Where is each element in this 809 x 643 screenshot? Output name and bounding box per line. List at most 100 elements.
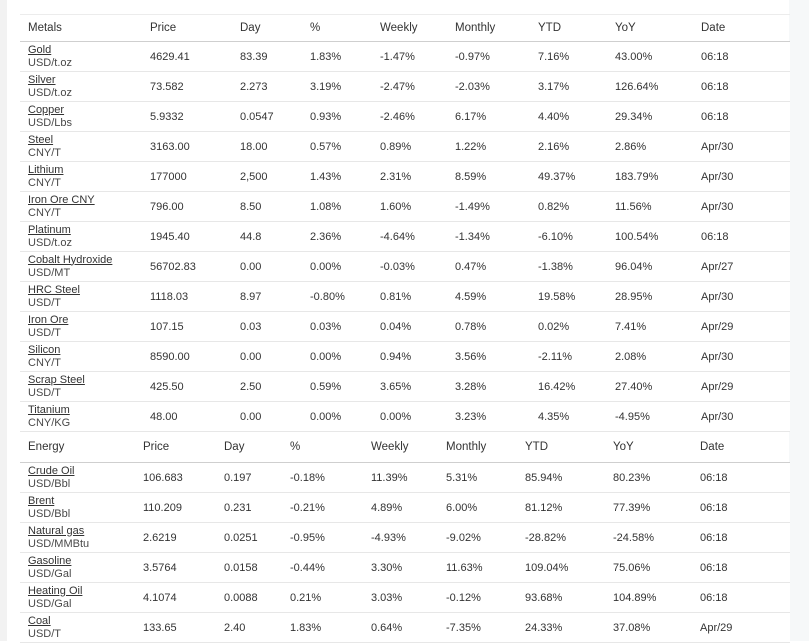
monthly-cell: 6.17% <box>447 101 530 132</box>
commodity-link[interactable]: Brent <box>28 494 55 507</box>
yoy-cell: 104.89% <box>605 582 692 613</box>
date-cell: Apr/30 <box>693 401 790 432</box>
commodity-link[interactable]: HRC Steel <box>28 283 80 296</box>
commodity-link[interactable]: Scrap Steel <box>28 373 85 386</box>
commodity-name-cell: Titanium CNY/KG <box>20 401 142 432</box>
date-cell: Apr/29 <box>692 612 790 643</box>
commodity-unit: CNY/T <box>28 146 61 159</box>
day-cell: 2,500 <box>232 161 302 192</box>
commodity-link[interactable]: Lithium <box>28 163 64 176</box>
price-cell: 3.5764 <box>135 552 216 583</box>
commodity-link[interactable]: Copper <box>28 103 65 116</box>
commodity-link[interactable]: Titanium <box>28 403 70 416</box>
commodity-name-cell: HRC Steel USD/T <box>20 281 142 312</box>
date-cell: 06:18 <box>693 41 790 72</box>
date-cell: 06:18 <box>692 462 790 493</box>
monthly-cell: 0.78% <box>447 311 530 342</box>
monthly-cell: 6.00% <box>438 492 517 523</box>
yoy-cell: 100.54% <box>607 221 693 252</box>
weekly-cell: 1.60% <box>372 191 447 222</box>
column-header-weekly: Weekly <box>363 432 438 463</box>
energy-header-row: Energy Price Day% Weekly Monthly YTD YoY Date <box>20 432 790 463</box>
ytd-cell: -1.38% <box>530 251 607 282</box>
commodity-link[interactable]: Natural gas <box>28 524 85 537</box>
commodity-unit: USD/T <box>28 326 61 339</box>
commodity-link[interactable]: Silicon <box>28 343 61 356</box>
commodity-name-cell: Natural gas USD/MMBtu <box>20 522 135 553</box>
monthly-cell: 3.28% <box>447 371 530 402</box>
day-cell: 8.97 <box>232 281 302 312</box>
commodity-link[interactable]: Steel <box>28 133 54 146</box>
weekly-cell: 3.03% <box>363 582 438 613</box>
commodity-link[interactable]: Gasoline <box>28 554 72 567</box>
commodity-unit: USD/Gal <box>28 597 72 610</box>
commodity-link[interactable]: Crude Oil <box>28 464 75 477</box>
ytd-cell: 7.16% <box>530 41 607 72</box>
date-cell: Apr/30 <box>693 131 790 162</box>
price-cell: 5.9332 <box>142 101 232 132</box>
metals-table: Metals Price Day% Weekly Monthly YTD YoY Date G… <box>20 14 790 432</box>
date-cell: 06:18 <box>693 101 790 132</box>
commodity-link[interactable]: Iron Ore CNY <box>28 193 95 206</box>
price-cell: 2.6219 <box>135 522 216 553</box>
price-cell: 48.00 <box>142 401 232 432</box>
day-cell: 83.39 <box>232 41 302 72</box>
percent-cell: -0.95% <box>282 522 363 553</box>
commodity-row: Lithium CNY/T 177000 2,500 1.43% 2.31% 8.59% 49… <box>20 161 790 192</box>
weekly-cell: -0.03% <box>372 251 447 282</box>
percent-cell: -0.80% <box>302 281 372 312</box>
commodity-link[interactable]: Iron Ore <box>28 313 69 326</box>
monthly-cell: 8.59% <box>447 161 530 192</box>
weekly-cell: 0.89% <box>372 131 447 162</box>
percent-cell: 0.03% <box>302 311 372 342</box>
commodity-row: Cobalt Hydroxide USD/MT 56702.83 0.00 0.00% -… <box>20 251 790 282</box>
commodity-unit: USD/Bbl <box>28 507 71 520</box>
commodity-link[interactable]: Platinum <box>28 223 71 236</box>
day-cell: 0.0088 <box>216 582 282 613</box>
column-header-price: Price <box>135 432 216 463</box>
commodity-row: Scrap Steel USD/T 425.50 2.50 0.59% 3.65% 3.28… <box>20 371 790 402</box>
commodity-unit: CNY/T <box>28 356 61 369</box>
commodity-link[interactable]: Gold <box>28 43 52 56</box>
commodity-link[interactable]: Cobalt Hydroxide <box>28 253 113 266</box>
commodity-row: Heating Oil USD/Gal 4.1074 0.0088 0.21% 3.03%… <box>20 582 790 613</box>
yoy-cell: 75.06% <box>605 552 692 583</box>
date-cell: 06:18 <box>692 522 790 553</box>
yoy-cell: -4.95% <box>607 401 693 432</box>
monthly-cell: 5.31% <box>438 462 517 493</box>
day-cell: 44.8 <box>232 221 302 252</box>
commodity-row: Platinum USD/t.oz 1945.40 44.8 2.36% -4.64% -1… <box>20 221 790 252</box>
monthly-cell: -2.03% <box>447 71 530 102</box>
column-header-date: Date <box>692 432 790 463</box>
date-cell: 06:18 <box>693 71 790 102</box>
commodities-widget: Metals Price Day% Weekly Monthly YTD YoY Date G… <box>20 14 790 643</box>
commodity-row: Crude Oil USD/Bbl 106.683 0.197 -0.18% 11.39%… <box>20 462 790 493</box>
ytd-cell: -2.11% <box>530 341 607 372</box>
column-header-ytd: YTD <box>517 432 605 463</box>
commodity-unit: USD/t.oz <box>28 86 73 99</box>
percent-cell: 0.21% <box>282 582 363 613</box>
percent-cell: 3.19% <box>302 71 372 102</box>
date-cell: Apr/30 <box>693 161 790 192</box>
date-cell: Apr/30 <box>693 191 790 222</box>
commodity-unit: USD/T <box>28 296 61 309</box>
commodity-unit: CNY/KG <box>28 416 71 429</box>
commodity-name-cell: Steel CNY/T <box>20 131 142 162</box>
ytd-cell: 16.42% <box>530 371 607 402</box>
weekly-cell: -2.47% <box>372 71 447 102</box>
price-cell: 177000 <box>142 161 232 192</box>
ytd-cell: 4.40% <box>530 101 607 132</box>
day-cell: 0.03 <box>232 311 302 342</box>
commodity-link[interactable]: Coal <box>28 614 51 627</box>
price-cell: 425.50 <box>142 371 232 402</box>
commodity-row: Silver USD/t.oz 73.582 2.273 3.19% -2.47% -2.0… <box>20 71 790 102</box>
price-cell: 107.15 <box>142 311 232 342</box>
commodity-unit: USD/Bbl <box>28 477 71 490</box>
monthly-cell: 3.23% <box>447 401 530 432</box>
monthly-cell: 11.63% <box>438 552 517 583</box>
monthly-cell: 4.59% <box>447 281 530 312</box>
date-cell: Apr/27 <box>693 251 790 282</box>
commodity-link[interactable]: Heating Oil <box>28 584 83 597</box>
percent-cell: -0.44% <box>282 552 363 583</box>
commodity-link[interactable]: Silver <box>28 73 56 86</box>
